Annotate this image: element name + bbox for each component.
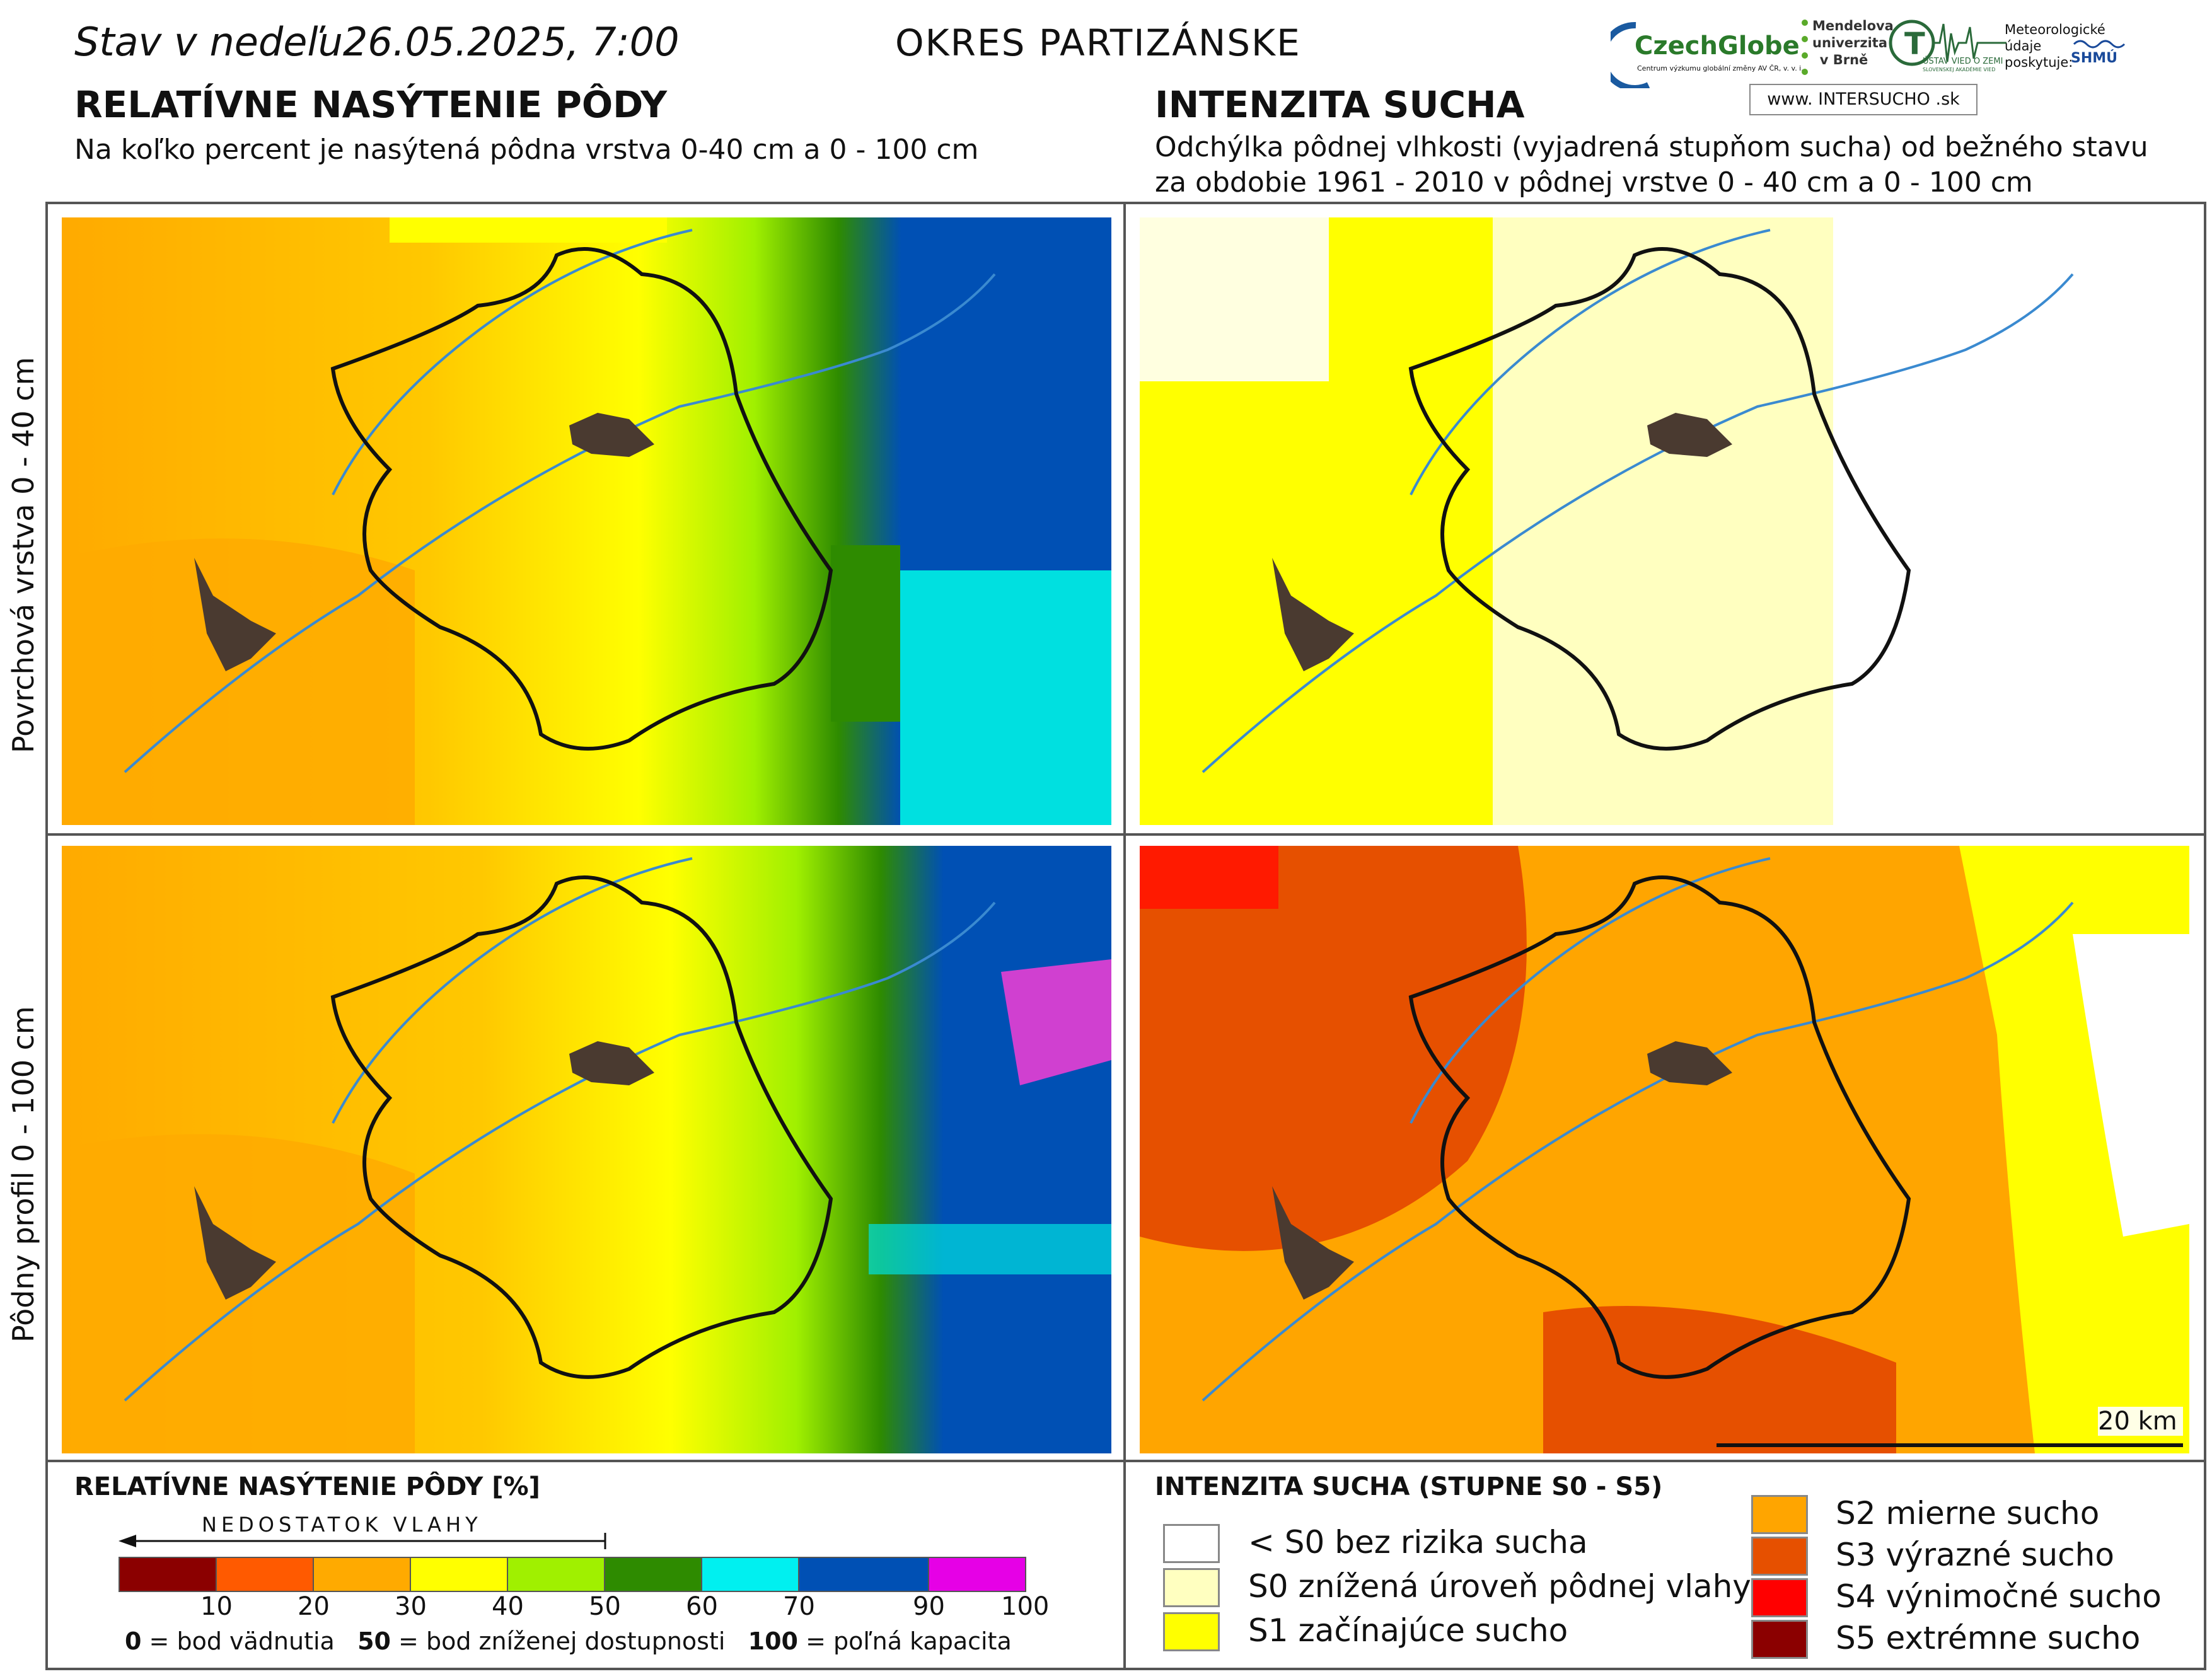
tick-70: 70 [783, 1592, 815, 1621]
colorbar-swatch-2 [313, 1557, 411, 1592]
scalebar-label: 20 km [2098, 1407, 2177, 1436]
drought-swatch-5 [1751, 1578, 1808, 1617]
drought-swatch-0 [1163, 1524, 1220, 1563]
tick-20: 20 [298, 1592, 330, 1621]
tick-40: 40 [492, 1592, 524, 1621]
colorbar-swatch-8 [928, 1557, 1026, 1592]
drought-legend-title: INTENZITA SUCHA (STUPNE S0 - S5) [1155, 1472, 1663, 1501]
note-50-key: 50 [357, 1627, 391, 1655]
note-100: = poľná kapacita [798, 1627, 1012, 1655]
colorbar-ticks: 10 20 30 40 50 60 70 90 100 [119, 1592, 1051, 1624]
drought-label-6: S5 extrémne sucho [1836, 1620, 2141, 1656]
czechglobe-logo: CzechGlobe Centrum výzkumu globální změn… [1600, 13, 1804, 91]
ustav-logo: T ÚSTAV VIED O ZEMI SLOVENSKEJ AKADÉMIE … [1888, 18, 2008, 81]
map-drought-profile[interactable]: 20 km [1140, 846, 2189, 1453]
drought-label-4: S3 výrazné sucho [1836, 1537, 2114, 1573]
center-divider [1123, 202, 1126, 1670]
tick-50: 50 [589, 1592, 621, 1621]
legend-divider [45, 1460, 2206, 1462]
map-saturation-topsoil-graphic [62, 217, 1111, 825]
drought-label-0: < S0 bez rizika sucha [1248, 1524, 1588, 1561]
intersucho-logo[interactable]: www. INTERSUCHO .sk [1749, 84, 1977, 115]
ustav-sub: SLOVENSKEJ AKADÉMIE VIED [1923, 67, 1996, 72]
drought-label-3: S2 mierne sucho [1836, 1495, 2100, 1532]
drought-swatch-1 [1163, 1568, 1220, 1607]
colorbar-swatch-3 [410, 1557, 508, 1592]
drought-label-1: S0 znížená úroveň pôdnej vlahy [1248, 1568, 1751, 1605]
mendel-dots-icon [1802, 20, 1808, 75]
colorbar-swatch-5 [604, 1557, 702, 1592]
drought-subtitle-2: za obdobie 1961 - 2010 v pôdnej vrstve 0… [1155, 166, 2033, 199]
date-line: Stav v nedeľu26.05.2025, 7:00 [74, 19, 680, 65]
drought-swatch-4 [1751, 1537, 1808, 1576]
district-title: OKRES PARTIZÁNSKE [895, 21, 1301, 64]
saturation-notes: 0 = bod vädnutia 50 = bod zníženej dostu… [125, 1627, 1012, 1655]
outer-frame [45, 202, 2206, 1670]
tick-60: 60 [686, 1592, 718, 1621]
ustav-name: ÚSTAV VIED O ZEMI [1923, 57, 2003, 66]
drought-subtitle-1: Odchýlka pôdnej vlhkosti (vyjadrená stup… [1155, 131, 2148, 163]
tick-10: 10 [200, 1592, 233, 1621]
shortage-arrow-icon [119, 1533, 606, 1549]
row-label-top: Povrchová vrstva 0 - 40 cm [6, 357, 40, 753]
drought-swatch-6 [1751, 1620, 1808, 1659]
shmu-logo: SHMÚ [2071, 38, 2128, 69]
mendel-name: Mendelova univerzita v Brně [1812, 18, 1894, 67]
tick-30: 30 [395, 1592, 427, 1621]
colorbar-swatch-4 [507, 1557, 605, 1592]
shmu-name: SHMÚ [2071, 50, 2118, 66]
map-drought-profile-graphic [1140, 846, 2189, 1453]
seismograph-icon: T [1889, 20, 2006, 66]
saturation-subtitle: Na koľko percent je nasýtená pôdna vrstv… [74, 134, 979, 166]
scalebar-bg [2098, 1407, 2183, 1436]
map-saturation-profile[interactable] [62, 846, 1111, 1453]
note-100-key: 100 [748, 1627, 798, 1655]
saturation-title: RELATÍVNE NASÝTENIE PÔDY [74, 83, 668, 126]
drought-label-2: S1 začínajúce sucho [1248, 1612, 1568, 1649]
drought-swatch-3 [1751, 1495, 1808, 1534]
tick-90: 90 [913, 1592, 945, 1621]
colorbar-swatch-0 [119, 1557, 217, 1592]
colorbar-swatch-7 [798, 1557, 929, 1592]
row-label-bottom: Pôdny profil 0 - 100 cm [6, 1006, 40, 1342]
arrow-label: NEDOSTATOK VLAHY [202, 1513, 482, 1537]
map-saturation-topsoil[interactable] [62, 217, 1111, 825]
note-50: = bod zníženej dostupnosti [390, 1627, 726, 1655]
drought-label-5: S4 výnimočné sucho [1836, 1578, 2162, 1615]
drought-title: INTENZITA SUCHA [1155, 83, 1525, 126]
mendel-logo: Mendelova univerzita v Brně [1800, 18, 1894, 87]
meteo-label: Meteorologické údaje poskytuje: [2005, 22, 2105, 70]
note-0-key: 0 [125, 1627, 142, 1655]
map-drought-topsoil-graphic [1140, 217, 2189, 825]
tick-100: 100 [1001, 1592, 1050, 1621]
drought-swatch-2 [1163, 1612, 1220, 1651]
map-drought-topsoil[interactable] [1140, 217, 2189, 825]
czechglobe-name: CzechGlobe [1635, 32, 1800, 61]
colorbar-swatch-6 [701, 1557, 799, 1592]
colorbar-swatch-1 [216, 1557, 314, 1592]
waves-icon [2073, 40, 2126, 49]
saturation-legend-title: RELATÍVNE NASÝTENIE PÔDY [%] [74, 1472, 540, 1501]
scalebar-line [1717, 1443, 2183, 1447]
map-saturation-profile-graphic [62, 846, 1111, 1453]
note-0: = bod vädnutia [141, 1627, 335, 1655]
row-divider [45, 833, 2206, 836]
svg-text:T: T [1904, 26, 1925, 62]
saturation-colorbar [119, 1557, 1026, 1592]
czechglobe-sub: Centrum výzkumu globální změny AV ČR, v.… [1637, 64, 1804, 72]
